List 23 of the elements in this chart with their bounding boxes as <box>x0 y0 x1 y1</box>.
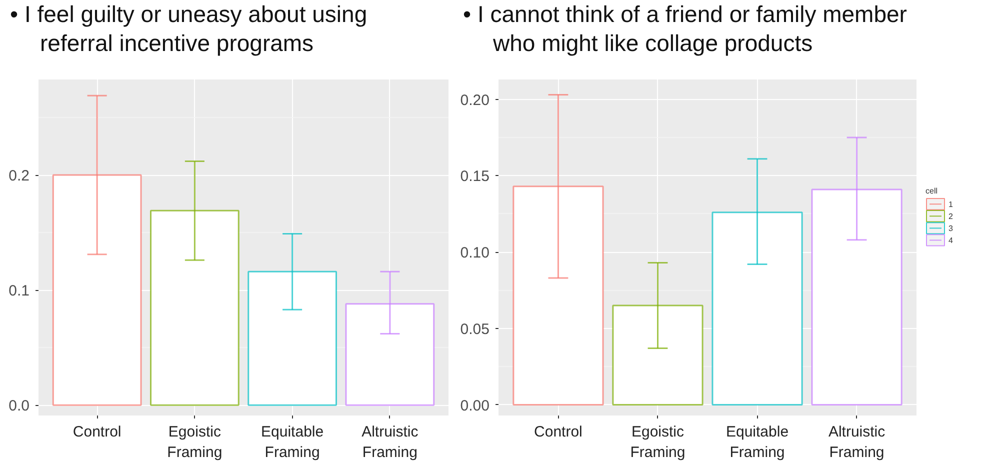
legend-title: cell <box>926 186 938 196</box>
y-tick-label: 0.20 <box>460 92 490 109</box>
chart-title: • I cannot think of a friend or family member who might like collage products <box>463 0 908 58</box>
legend-label: 4 <box>948 236 954 246</box>
x-tick-label: Control <box>534 424 582 440</box>
legend-label: 3 <box>948 224 954 234</box>
legend-label: 1 <box>948 200 954 210</box>
chart-title: • I feel guilty or uneasy about using referral incentive programs <box>10 0 368 58</box>
x-tick-label: Equitable Framing <box>261 424 324 461</box>
y-tick-label: 0.15 <box>460 168 490 186</box>
x-tick-label: Altruistic Framing <box>362 424 419 461</box>
y-tick-label: 0.0 <box>8 398 30 415</box>
x-tick-label: Control <box>72 424 122 440</box>
y-tick-label: 0.2 <box>8 168 30 185</box>
y-tick-label: 0.10 <box>460 244 490 262</box>
x-tick-label: Equitable Framing <box>726 424 789 461</box>
y-tick-label: 0.00 <box>460 397 490 414</box>
x-tick-label: Altruistic Framing <box>828 424 886 461</box>
legend-label: 2 <box>948 212 954 222</box>
x-tick-label: Egoistic Framing <box>630 424 686 461</box>
y-tick-label: 0.1 <box>8 282 30 300</box>
x-tick-label: Egoistic Framing <box>167 424 222 461</box>
y-tick-label: 0.05 <box>460 320 490 338</box>
